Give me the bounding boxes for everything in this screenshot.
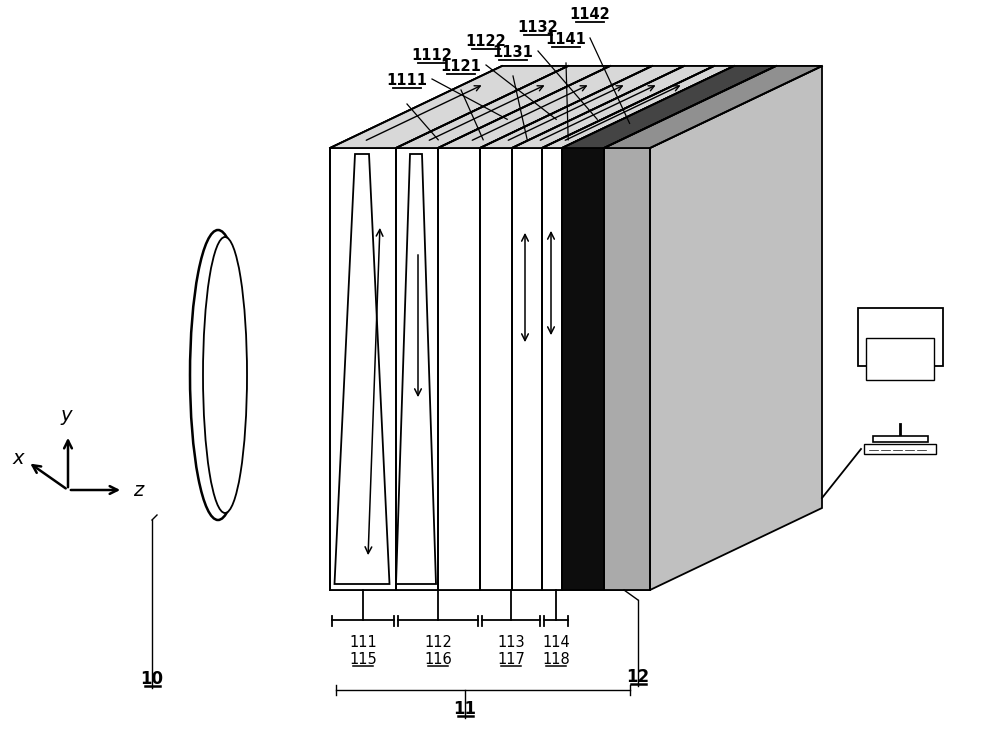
Bar	[866, 338, 934, 380]
Text: 1141: 1141	[546, 32, 586, 47]
Text: 117: 117	[497, 652, 525, 667]
Text: 1111: 1111	[386, 73, 428, 88]
Text: 116: 116	[424, 652, 452, 667]
Text: 1121: 1121	[441, 59, 481, 74]
Ellipse shape	[203, 237, 247, 513]
Text: 11: 11	[454, 700, 477, 718]
Polygon shape	[542, 66, 734, 148]
Text: 13: 13	[890, 330, 914, 348]
Polygon shape	[650, 66, 822, 590]
Text: 1132: 1132	[518, 20, 558, 35]
Polygon shape	[396, 66, 610, 148]
Polygon shape	[562, 66, 776, 148]
Ellipse shape	[190, 230, 246, 520]
Polygon shape	[512, 148, 542, 590]
Text: y: y	[60, 406, 72, 425]
Text: x: x	[12, 449, 24, 468]
Text: 112: 112	[424, 635, 452, 650]
Text: 1112: 1112	[412, 48, 452, 63]
Text: 12: 12	[626, 668, 650, 686]
Polygon shape	[396, 154, 436, 584]
Bar	[872, 436, 928, 442]
Polygon shape	[330, 66, 568, 148]
Polygon shape	[438, 148, 480, 590]
Text: 113: 113	[497, 635, 525, 650]
Polygon shape	[512, 66, 714, 148]
Polygon shape	[330, 66, 822, 148]
Text: 1131: 1131	[493, 45, 533, 60]
Text: z: z	[133, 480, 143, 499]
Bar	[864, 444, 936, 454]
Text: 115: 115	[349, 652, 377, 667]
Text: 1122: 1122	[466, 34, 506, 49]
Text: 10: 10	[140, 670, 164, 688]
Polygon shape	[330, 148, 396, 590]
Text: 111: 111	[349, 635, 377, 650]
Polygon shape	[330, 148, 650, 590]
Polygon shape	[480, 66, 684, 148]
Text: 114: 114	[542, 635, 570, 650]
Polygon shape	[604, 66, 822, 148]
Polygon shape	[480, 148, 512, 590]
Polygon shape	[542, 148, 562, 590]
Text: 118: 118	[542, 652, 570, 667]
Text: 1142: 1142	[570, 7, 610, 22]
Bar	[858, 308, 942, 366]
Polygon shape	[604, 148, 650, 590]
Polygon shape	[396, 148, 438, 590]
Polygon shape	[562, 148, 604, 590]
Polygon shape	[334, 154, 390, 584]
Polygon shape	[438, 66, 652, 148]
